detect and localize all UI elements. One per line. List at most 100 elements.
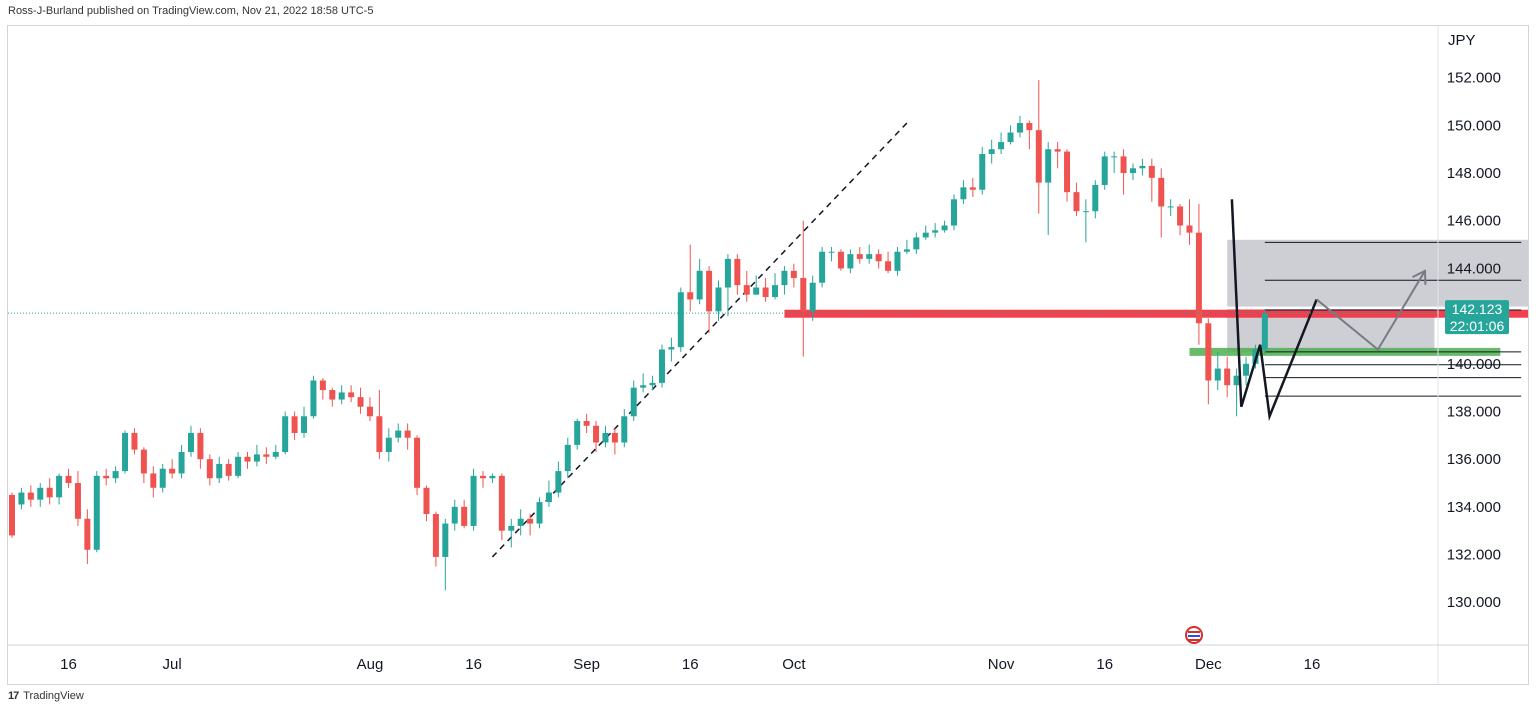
candle-up: [112, 471, 119, 479]
candle-up: [640, 385, 647, 388]
projection-path: [1316, 270, 1426, 352]
footer: 17 TradingView: [8, 690, 84, 702]
y-tick-label: 140.000: [1447, 356, 1501, 373]
candle-down: [1120, 156, 1127, 174]
candle-down: [65, 475, 72, 484]
candlestick-chart[interactable]: -0.618(145.092)-0.272(143.504)0(142.255)…: [8, 26, 1528, 684]
candle-down: [837, 251, 844, 269]
candle-up: [894, 251, 901, 271]
candle-down: [366, 406, 373, 417]
x-tick-label: 16: [1096, 656, 1113, 673]
candle-down: [169, 468, 176, 474]
candle-up: [470, 475, 477, 526]
candle-up: [1261, 313, 1268, 350]
candle-down: [150, 473, 157, 488]
current-price-countdown: 22:01:06: [1450, 318, 1505, 334]
candle-down: [875, 254, 882, 262]
current-price-value: 142.123: [1452, 301, 1503, 317]
dashed-trendline: [491, 122, 908, 558]
candle-up: [235, 456, 242, 476]
x-tick-label: Dec: [1195, 656, 1222, 673]
candle-up: [338, 392, 345, 400]
candle-down: [1073, 192, 1080, 212]
candle-up: [1243, 363, 1250, 376]
time-axis: 16 Jul Aug 16 Sep 16 Oct Nov 16 Dec 16: [60, 656, 1320, 673]
candle-up: [37, 487, 44, 500]
y-tick-label: 144.000: [1447, 260, 1501, 277]
candle-down: [527, 518, 534, 524]
current-price-tag: 142.123 22:01:06: [1445, 300, 1509, 335]
chart-frame[interactable]: -0.618(145.092)-0.272(143.504)0(142.255)…: [7, 25, 1529, 685]
candle-down: [244, 456, 251, 462]
candle-down: [140, 449, 147, 474]
candle-down: [611, 432, 618, 443]
candle-down: [376, 416, 383, 453]
candle-up: [630, 387, 637, 417]
candle-up: [442, 523, 449, 557]
candle-down: [687, 292, 694, 300]
x-tick-label: Aug: [357, 656, 384, 673]
candle-up: [1092, 184, 1099, 212]
candle-up: [1045, 149, 1052, 183]
candle-down: [1205, 323, 1212, 381]
brand-name: TradingView: [23, 690, 84, 702]
y-tick-label: 146.000: [1447, 213, 1501, 230]
candle-down: [46, 487, 53, 498]
candle-up: [724, 258, 731, 288]
candle-down: [461, 506, 468, 526]
candle-down: [225, 463, 232, 476]
candle-down: [1026, 122, 1033, 131]
candles-layer: [9, 80, 1268, 591]
candle-down: [498, 475, 505, 531]
candle-up: [93, 475, 100, 550]
candle-up: [960, 187, 967, 200]
x-tick-label: Sep: [573, 656, 600, 673]
currency-label: JPY: [1448, 32, 1476, 49]
candle-up: [649, 382, 656, 386]
candle-up: [941, 225, 948, 231]
candle-down: [27, 492, 34, 500]
economic-calendar-icon[interactable]: [1185, 626, 1203, 644]
zones-layer: [1227, 239, 1528, 352]
candle-up: [178, 452, 185, 474]
candle-up: [809, 282, 816, 312]
trendline-layer: [491, 122, 908, 558]
candle-up: [301, 416, 308, 433]
candle-up: [1111, 156, 1118, 158]
candle-up: [385, 437, 392, 453]
candle-up: [781, 270, 788, 286]
candle-down: [969, 187, 976, 190]
candle-up: [517, 518, 524, 526]
y-tick-label: 132.000: [1447, 547, 1501, 564]
candle-down: [423, 487, 430, 515]
x-tick-label: 16: [60, 656, 77, 673]
candle-up: [564, 444, 571, 472]
candle-up: [545, 492, 552, 503]
pattern-layer: [1230, 199, 1427, 422]
y-tick-label: 152.000: [1447, 70, 1501, 87]
candle-down: [414, 437, 421, 488]
candle-up: [668, 347, 675, 350]
candle-down: [1177, 206, 1184, 226]
candle-down: [762, 287, 769, 298]
x-tick-label: Jul: [163, 656, 182, 673]
candle-down: [206, 459, 213, 479]
candle-down: [319, 380, 326, 391]
candle-down: [103, 475, 110, 479]
candle-up: [18, 492, 25, 505]
candle-down: [84, 518, 91, 550]
x-tick-label: 16: [682, 656, 699, 673]
candle-down: [1064, 151, 1071, 193]
candle-up: [715, 287, 722, 312]
candle-up: [979, 153, 986, 190]
candle-up: [696, 270, 703, 300]
candle-up: [555, 471, 562, 493]
candle-up: [602, 432, 609, 443]
candle-down: [1224, 368, 1231, 386]
candle-up: [489, 475, 496, 479]
red-resistance-band: [784, 309, 1528, 318]
candle-down: [1148, 165, 1155, 178]
y-tick-label: 138.000: [1447, 403, 1501, 420]
candle-down: [856, 254, 863, 259]
candle-up: [988, 149, 995, 154]
